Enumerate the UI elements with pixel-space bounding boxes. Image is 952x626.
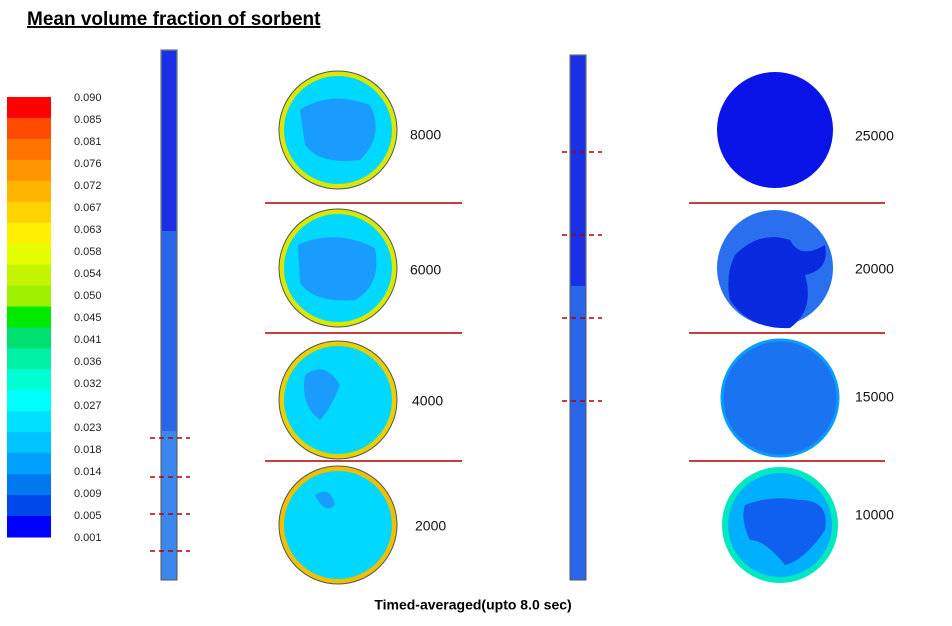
colorbar-label: 0.050 <box>74 290 102 302</box>
case-label: 15000 <box>855 389 894 405</box>
case-label: 4000 <box>412 393 443 409</box>
cross-section <box>717 210 833 329</box>
cross-section <box>278 465 398 585</box>
colorbar-band <box>7 159 51 182</box>
colorbar-label: 0.001 <box>74 532 102 544</box>
case-label: 25000 <box>855 128 894 144</box>
colorbar-label: 0.081 <box>74 136 102 148</box>
core <box>300 98 376 161</box>
colorbar-label: 0.018 <box>74 444 102 456</box>
case-label: 10000 <box>855 507 894 523</box>
colorbar: 0.090 0.085 0.081 0.076 0.072 0.067 0.063 0.058… <box>7 92 102 544</box>
colorbar-band <box>7 264 51 287</box>
title: Mean volume fraction of sorbent <box>27 9 321 30</box>
case-label: 8000 <box>410 127 441 143</box>
tube-dense-zone <box>162 51 176 231</box>
core <box>743 498 826 565</box>
cross-section <box>717 72 833 188</box>
cross-section <box>278 70 398 190</box>
core <box>728 237 826 329</box>
colorbar-label: 0.009 <box>74 488 102 500</box>
colorbar-band <box>7 138 51 161</box>
colorbar-label: 0.027 <box>74 400 102 412</box>
cross-section <box>278 208 398 328</box>
colorbar-label: 0.054 <box>74 268 102 280</box>
colorbar-label: 0.058 <box>74 246 102 258</box>
colorbar-label: 0.067 <box>74 202 102 214</box>
case-label: 2000 <box>415 518 446 534</box>
colorbar-label: 0.085 <box>74 114 102 126</box>
colorbar-band <box>7 306 51 328</box>
colorbar-band <box>7 411 51 433</box>
colorbar-label: 0.063 <box>74 224 102 236</box>
colorbar-band <box>7 390 51 412</box>
colorbar-label: 0.041 <box>74 334 102 346</box>
colorbar-band <box>7 117 51 140</box>
colorbar-band <box>7 97 51 119</box>
colorbar-label: 0.045 <box>74 312 102 324</box>
tube-mid-zone <box>162 231 176 431</box>
colorbar-band <box>7 285 51 308</box>
case-label: 20000 <box>855 261 894 277</box>
colorbar-band <box>7 222 51 245</box>
cross-section <box>278 340 398 460</box>
colorbar-label: 0.036 <box>74 356 102 368</box>
colorbar-label: 0.032 <box>74 378 102 390</box>
colorbar-band <box>7 474 51 496</box>
colorbar-band <box>7 243 51 266</box>
cross-section <box>722 467 838 583</box>
core <box>304 369 340 420</box>
colorbar-band <box>7 201 51 224</box>
colorbar-label: 0.072 <box>74 180 102 192</box>
colorbar-label: 0.090 <box>74 92 102 104</box>
colorbar-band <box>7 369 51 391</box>
caption: Timed-averaged(upto 8.0 sec) <box>374 597 571 613</box>
tube-dense-zone <box>571 56 585 286</box>
colorbar-band <box>7 453 51 475</box>
colorbar-band <box>7 516 51 538</box>
cross-section <box>720 338 840 458</box>
colorbar-band <box>7 327 51 349</box>
core <box>298 237 377 301</box>
colorbar-band <box>7 348 51 370</box>
colorbar-label: 0.005 <box>74 510 102 522</box>
colorbar-label: 0.014 <box>74 466 102 478</box>
ring <box>284 471 392 579</box>
colorbar-band <box>7 495 51 517</box>
case-label: 6000 <box>410 262 441 278</box>
colorbar-label: 0.023 <box>74 422 102 434</box>
colorbar-band <box>7 180 51 203</box>
colorbar-band <box>7 432 51 454</box>
colorbar-label: 0.076 <box>74 158 102 170</box>
ring <box>284 346 392 454</box>
core <box>315 491 335 509</box>
